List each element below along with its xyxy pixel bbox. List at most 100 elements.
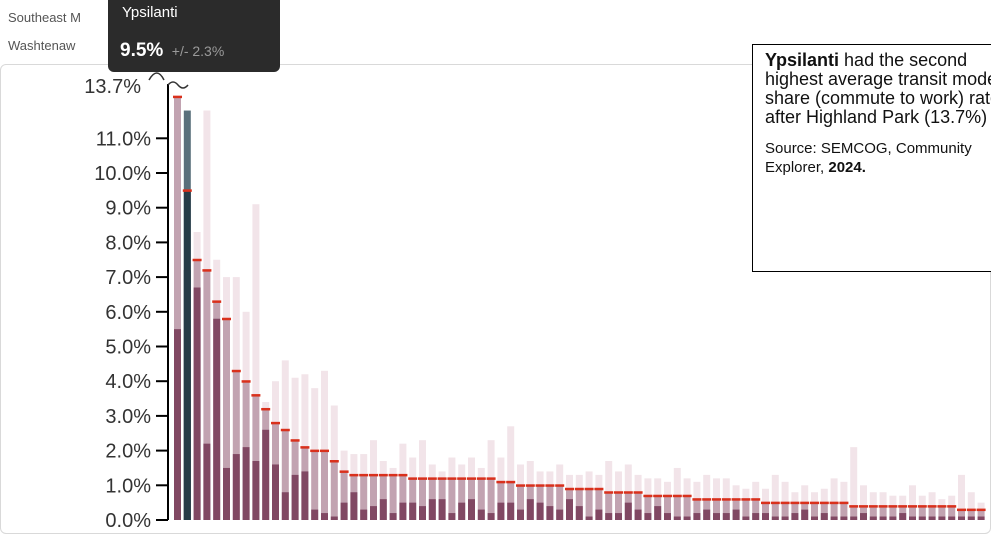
bar-upper-bound	[781, 481, 789, 520]
bar-estimate	[281, 429, 289, 520]
bar-lower-bound	[869, 516, 877, 520]
bar-upper-bound	[948, 495, 956, 520]
bar-lower-bound	[575, 506, 583, 520]
bar-estimate-marker	[594, 487, 604, 491]
bar-estimate-marker	[339, 470, 349, 473]
bar-upper-bound	[174, 96, 181, 520]
bar-lower-bound	[654, 506, 662, 520]
bar-upper-bound	[967, 492, 975, 520]
bar-estimate	[419, 478, 426, 520]
bar-lower-bound	[203, 443, 211, 520]
bar-estimate-marker	[496, 480, 506, 484]
bar-estimate-marker	[486, 477, 496, 480]
bar-lower-bound	[360, 509, 368, 520]
bar-lower-bound	[448, 513, 456, 520]
bar-estimate-marker	[810, 501, 819, 505]
bar-lower-bound	[438, 499, 446, 520]
bar-estimate-marker	[712, 498, 721, 501]
bar-estimate-marker	[378, 473, 388, 477]
bar-estimate-marker	[173, 95, 182, 99]
bar-lower-bound	[703, 509, 711, 520]
bar-estimate-marker	[241, 380, 251, 383]
bar-estimate	[556, 485, 564, 520]
bar-upper-bound	[370, 440, 377, 520]
y-axis-tick-label: 0.0%	[105, 510, 151, 529]
bar-upper-bound	[321, 370, 328, 520]
bar-estimate-marker	[251, 394, 261, 397]
bar-estimate-marker	[829, 501, 839, 505]
bar-lower-bound	[458, 502, 466, 520]
bar-estimate	[879, 506, 887, 520]
bar-upper-bound	[585, 471, 593, 520]
bar-upper-bound	[438, 471, 446, 520]
bar-estimate-marker	[731, 498, 741, 501]
bar-lower-bound	[487, 513, 495, 520]
bar-estimate	[938, 506, 946, 520]
bar-estimate-marker	[653, 494, 663, 498]
bar-estimate	[507, 481, 515, 520]
bar-lower-bound	[242, 447, 250, 520]
bar-estimate	[379, 474, 387, 520]
bar-estimate-marker	[476, 477, 486, 480]
bar-upper-bound	[428, 464, 436, 520]
bar-upper-bound	[683, 478, 691, 520]
bar-estimate-marker	[966, 508, 976, 512]
annotation-place: Ypsilanti	[765, 50, 840, 70]
y-axis-tick-label: 4.0%	[105, 371, 151, 393]
bar-estimate-marker	[300, 446, 310, 449]
bar-estimate-marker	[682, 494, 692, 498]
bar-estimate-marker	[525, 484, 535, 487]
bar-estimate	[781, 502, 789, 520]
bar-lower-bound	[742, 516, 750, 520]
bar-estimate-marker	[320, 449, 329, 453]
bar-estimate	[889, 506, 897, 520]
bar-lower-bound	[311, 509, 319, 520]
axis-break-icon	[167, 81, 189, 89]
bar-estimate-marker	[888, 505, 898, 508]
bar-upper-bound	[281, 360, 289, 520]
bar-lower-bound	[468, 499, 475, 520]
legend-region-text: Southeast M	[8, 10, 81, 25]
bar-upper-bound	[477, 467, 485, 520]
bar-estimate-marker	[917, 505, 927, 508]
bar-lower-bound	[713, 513, 720, 520]
bar-upper-bound	[918, 495, 926, 520]
bar-estimate	[762, 502, 769, 520]
bar-estimate	[948, 506, 956, 520]
bar-estimate-marker	[839, 501, 849, 505]
bar-estimate-marker	[261, 407, 271, 411]
bar-lower-bound	[281, 492, 289, 520]
bar-upper-bound	[330, 405, 338, 520]
bar-estimate-marker	[702, 498, 712, 501]
legend-county-label[interactable]: Washtenaw	[8, 38, 75, 53]
bar-upper-bound	[938, 499, 946, 520]
bar-upper-bound	[350, 454, 358, 520]
bar-estimate-marker	[898, 505, 908, 508]
bar-estimate-marker	[800, 501, 810, 505]
bar-estimate	[693, 499, 701, 520]
bar-upper-bound	[644, 478, 652, 520]
bar-estimate-marker	[212, 300, 222, 303]
bar-estimate	[203, 270, 211, 520]
bar-upper-bound	[605, 461, 613, 520]
bar-upper-bound	[291, 377, 299, 520]
bar-upper-bound	[487, 440, 495, 520]
bar-estimate	[546, 485, 554, 520]
bar-estimate-marker	[192, 258, 202, 262]
bar-estimate-marker	[604, 491, 614, 494]
bar-estimate-marker	[310, 449, 320, 453]
bar-estimate	[918, 506, 926, 520]
bar-upper-bound	[830, 478, 838, 520]
bar-estimate-marker	[388, 473, 398, 477]
bar-lower-bound	[193, 287, 201, 520]
bar-upper-bound	[546, 471, 554, 520]
bar-estimate-marker	[721, 498, 731, 501]
tooltip-value-row: 9.5% +/- 2.3%	[120, 40, 224, 62]
bar-estimate-marker	[927, 505, 937, 508]
bar-upper-bound	[566, 474, 573, 520]
bar-upper-bound	[615, 471, 622, 520]
bar-estimate	[830, 502, 838, 520]
bar-estimate	[742, 499, 750, 520]
bar-upper-bound	[252, 204, 260, 521]
